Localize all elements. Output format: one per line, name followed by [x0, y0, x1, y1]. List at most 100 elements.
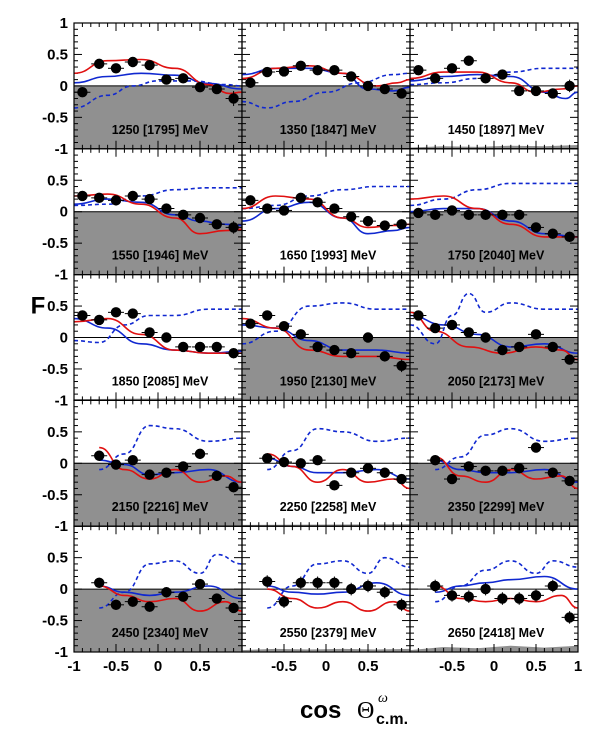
panel-9: 2050 [2173] MeV	[409, 274, 579, 402]
y-tick-label: -1	[55, 141, 68, 158]
data-point	[94, 192, 105, 204]
data-point	[127, 308, 138, 319]
data-point	[295, 577, 306, 589]
data-point	[430, 73, 441, 84]
y-tick-label: 0.5	[47, 172, 68, 189]
x-tick-label: -0.5	[439, 658, 465, 675]
model-blue-dashed-curve	[267, 427, 411, 471]
data-point	[480, 73, 491, 84]
data-point	[278, 456, 290, 468]
y-tick-label: 0.5	[47, 46, 68, 63]
panel-energy-label: 2250 [2258] MeV	[280, 500, 377, 514]
data-point	[446, 205, 458, 216]
panel-15: 2650 [2418] MeV	[409, 525, 579, 653]
data-point	[379, 83, 390, 95]
data-point	[413, 64, 424, 76]
data-point	[245, 195, 256, 206]
data-point	[144, 601, 155, 612]
data-point	[228, 222, 239, 233]
data-point	[413, 207, 424, 219]
data-point	[463, 461, 474, 472]
data-point	[547, 341, 558, 353]
data-point	[110, 459, 122, 470]
model-blue-dashed-curve	[99, 424, 243, 471]
data-point	[77, 190, 88, 202]
panel-3: 1450 [1897] MeV	[409, 22, 579, 150]
x-tick-label: 0.5	[526, 658, 547, 675]
model-blue-curve	[409, 73, 579, 100]
systematic-band	[410, 337, 578, 401]
y-tick-label: -0.5	[42, 235, 68, 252]
model-blue-curve	[435, 575, 579, 593]
y-tick-label: 0	[60, 78, 68, 95]
data-point	[463, 209, 474, 221]
data-point	[211, 593, 222, 604]
data-point	[530, 222, 542, 233]
systematic-band	[410, 211, 578, 275]
y-axis-label: F	[31, 293, 46, 320]
model-blue-dashed-curve	[435, 427, 579, 471]
panel-13: 2450 [2340] MeV	[73, 525, 243, 653]
data-point	[194, 212, 206, 224]
model-blue-dashed-curve	[409, 292, 578, 345]
data-point	[312, 64, 323, 76]
data-point	[396, 473, 407, 485]
model-red-curve	[409, 71, 579, 94]
data-point	[245, 318, 256, 329]
panel-energy-label: 2550 [2379] MeV	[280, 626, 377, 640]
data-point	[480, 583, 491, 595]
data-point	[346, 71, 357, 82]
data-point	[110, 599, 122, 611]
systematic-band	[242, 85, 410, 149]
model-blue-dashed-curve	[73, 80, 243, 109]
data-point	[211, 219, 222, 230]
data-point	[497, 465, 508, 477]
data-point	[194, 578, 206, 590]
data-point	[94, 450, 105, 461]
x-axis-label-superscript: ω	[378, 691, 388, 706]
data-point	[144, 193, 155, 205]
data-point	[178, 209, 189, 221]
systematic-band	[74, 85, 242, 149]
model-red-curve	[267, 453, 411, 490]
panel-energy-label: 2450 [2340] MeV	[112, 626, 209, 640]
panel-energy-label: 1650 [1993] MeV	[280, 249, 377, 263]
data-point	[262, 203, 273, 214]
x-tick-label: 0.5	[190, 658, 211, 675]
y-tick-label: 0.5	[47, 550, 68, 567]
data-point	[446, 319, 458, 331]
y-tick-label: 0	[60, 455, 68, 472]
y-tick-label: 0	[60, 330, 68, 347]
model-red-curve	[99, 446, 243, 484]
data-point	[278, 66, 290, 77]
data-point	[110, 63, 122, 74]
data-point	[228, 482, 239, 493]
x-tick-label: -0.5	[103, 658, 129, 675]
y-tick-label: -0.5	[42, 361, 68, 378]
model-red-curve	[241, 64, 411, 87]
data-point	[514, 85, 525, 97]
y-tick-label: 0	[60, 204, 68, 221]
y-tick-label: 0	[60, 581, 68, 598]
panel-energy-label: 1250 [1795] MeV	[112, 123, 209, 137]
model-red-curve	[267, 588, 411, 612]
data-point	[77, 86, 88, 98]
data-point	[396, 88, 407, 99]
x-tick-label: -0.5	[271, 658, 297, 675]
panel-6: 1750 [2040] MeV	[409, 148, 579, 276]
data-point	[463, 591, 474, 602]
data-point	[262, 576, 273, 587]
data-point	[194, 448, 206, 460]
data-point	[362, 580, 374, 592]
y-tick-label: -0.5	[42, 109, 68, 126]
data-point	[346, 211, 357, 222]
data-point	[262, 453, 273, 464]
data-point	[278, 205, 290, 216]
data-point	[497, 344, 508, 356]
data-point	[480, 332, 491, 343]
data-point	[530, 85, 542, 97]
data-point	[178, 341, 189, 353]
systematic-band	[74, 463, 242, 527]
data-point	[564, 475, 575, 487]
